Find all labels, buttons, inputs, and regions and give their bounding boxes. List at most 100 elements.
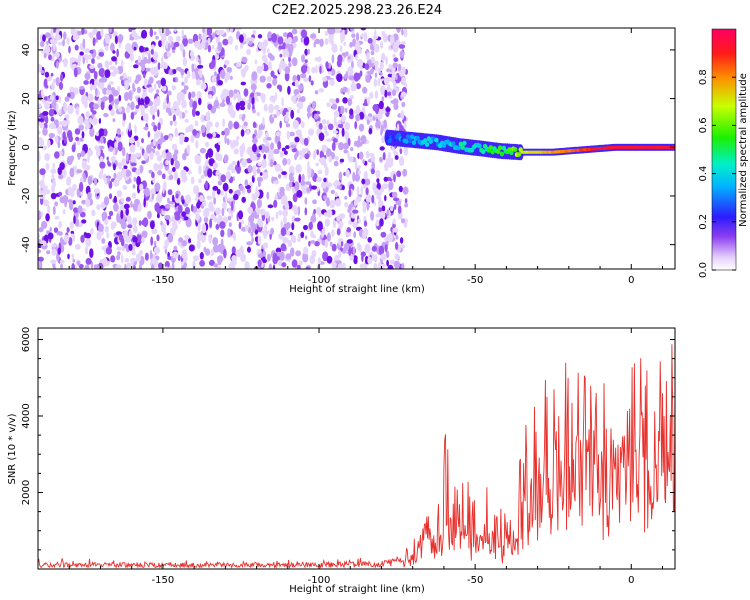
noise-speckle (234, 139, 239, 147)
colorbar-gradient (711, 28, 737, 271)
noise-speckle (213, 216, 218, 223)
noise-speckle (254, 59, 258, 65)
noise-speckle (300, 37, 304, 43)
noise-speckle (183, 216, 189, 221)
noise-speckle (72, 28, 76, 37)
noise-speckle (110, 71, 117, 77)
colorbar: 0.0 0.2 0.4 0.6 0.8 Normalized spectral ampl… (698, 28, 749, 278)
noise-speckle (39, 138, 45, 148)
noise-speckle (153, 31, 157, 35)
noise-speckle (213, 99, 219, 109)
noise-speckle (295, 129, 302, 136)
noise-speckle (152, 114, 155, 120)
noise-speckle (66, 37, 70, 45)
noise-speckle (262, 54, 267, 62)
noise-speckle (55, 76, 60, 87)
noise-speckle (386, 158, 393, 168)
signal-mark (406, 134, 411, 140)
noise-speckle (278, 63, 282, 74)
noise-speckle (374, 90, 379, 99)
noise-speckle (63, 57, 68, 68)
noise-speckle (166, 94, 169, 104)
colorbar-tick-label: 0.0 (698, 262, 709, 278)
noise-speckle (55, 135, 59, 144)
noise-speckle (356, 242, 361, 251)
noise-speckle (205, 160, 209, 167)
noise-speckle (239, 105, 246, 111)
noise-speckle (390, 100, 396, 104)
noise-speckle (124, 263, 127, 269)
noise-speckle (223, 93, 227, 98)
noise-speckle (365, 193, 372, 203)
noise-speckle (363, 170, 368, 180)
noise-speckle (221, 207, 225, 217)
noise-speckle (220, 174, 227, 183)
spectrogram-marks (38, 28, 675, 269)
noise-speckle (126, 215, 132, 223)
noise-speckle (191, 63, 195, 73)
noise-speckle (365, 151, 369, 157)
noise-speckle (390, 206, 394, 212)
noise-speckle (117, 251, 121, 256)
noise-speckle (344, 202, 349, 208)
noise-speckle (197, 222, 201, 232)
noise-speckle (390, 41, 394, 46)
noise-speckle (294, 217, 301, 222)
noise-speckle (306, 65, 310, 75)
noise-speckle (156, 155, 162, 162)
x-tick-label: -50 (467, 275, 483, 286)
noise-speckle (110, 42, 115, 52)
noise-speckle (362, 86, 368, 94)
noise-speckle (339, 45, 343, 53)
noise-speckle (286, 158, 291, 166)
noise-speckle (66, 130, 73, 139)
noise-speckle (89, 49, 94, 54)
noise-speckle (110, 109, 115, 116)
noise-speckle (208, 234, 212, 244)
noise-speckle (396, 170, 402, 178)
noise-speckle (189, 50, 194, 58)
noise-speckle (81, 219, 87, 224)
noise-speckle (347, 97, 352, 107)
signal-mark (408, 138, 413, 144)
noise-speckle (387, 264, 394, 269)
noise-speckle (136, 86, 141, 94)
noise-speckle (200, 82, 207, 90)
noise-speckle (40, 40, 45, 47)
noise-speckle (337, 123, 344, 129)
noise-speckle (134, 198, 140, 206)
noise-speckle (70, 233, 74, 238)
noise-speckle (107, 84, 112, 91)
noise-speckle (278, 85, 283, 92)
signal-mark (481, 149, 486, 155)
noise-speckle (133, 46, 137, 51)
noise-speckle (378, 100, 384, 110)
noise-speckle (298, 173, 302, 183)
noise-speckle (47, 232, 54, 240)
noise-speckle (269, 159, 274, 168)
noise-speckle (278, 210, 283, 216)
noise-speckle (258, 41, 264, 50)
noise-speckle (282, 157, 288, 166)
noise-speckle (221, 130, 226, 136)
noise-speckle (217, 255, 224, 263)
noise-speckle (155, 150, 160, 157)
noise-speckle (93, 70, 98, 80)
noise-speckle (176, 92, 181, 102)
noise-speckle (81, 28, 85, 35)
noise-speckle (272, 95, 276, 104)
noise-speckle (228, 222, 232, 228)
noise-speckle (68, 45, 71, 54)
noise-speckle (181, 99, 187, 109)
noise-speckle (39, 168, 46, 176)
noise-speckle (247, 206, 254, 214)
noise-speckle (353, 72, 360, 82)
noise-speckle (396, 28, 401, 33)
noise-speckle (243, 121, 248, 127)
noise-speckle (172, 77, 176, 83)
noise-speckle (195, 71, 199, 81)
noise-speckle (394, 253, 400, 260)
noise-speckle (244, 179, 249, 187)
noise-speckle (139, 164, 143, 174)
noise-speckle (360, 186, 363, 196)
